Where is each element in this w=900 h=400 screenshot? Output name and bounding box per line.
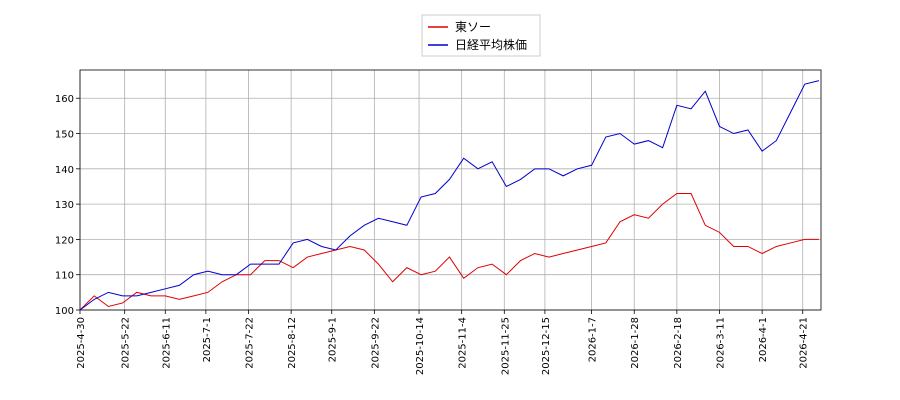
x-tick-label: 2026-4-21 [799,317,810,369]
y-tick-label: 110 [55,271,74,282]
series-line [79,80,820,311]
y-tick-label: 130 [55,200,74,211]
y-tick-label: 140 [55,165,74,176]
x-tick-label: 2026-1-28 [630,317,641,369]
y-tick-label: 100 [55,306,74,317]
x-tick-label: 2025-8-12 [287,317,298,369]
x-tick-label: 2025-5-22 [121,317,132,369]
y-tick-label: 150 [55,130,74,141]
series-line [79,193,819,311]
legend-label: 日経平均株価 [455,37,527,52]
y-tick-label: 120 [55,235,74,246]
x-tick-label: 2025-9-22 [370,317,381,369]
x-tick-label: 2025-12-15 [541,317,552,375]
x-tick-label: 2026-1-7 [588,317,599,362]
legend-box [421,14,541,57]
plot-frame [79,69,822,311]
y-tick-label: 160 [55,94,74,105]
x-tick-label: 2025-6-11 [161,317,172,369]
x-tick-label: 2025-9-1 [328,317,339,362]
x-tick-label: 2025-11-4 [458,317,469,369]
x-tick-label: 2025-4-30 [76,317,87,369]
x-tick-label: 2026-3-11 [715,317,726,369]
legend-label: 東ソー [455,20,491,34]
x-tick-label: 2025-11-25 [500,317,511,375]
x-tick-label: 2025-7-1 [202,317,213,362]
x-tick-label: 2025-10-14 [415,317,426,375]
x-tick-label: 2026-4-1 [758,317,769,362]
x-tick-label: 2025-7-22 [245,317,256,369]
x-tick-label: 2026-2-18 [673,317,684,369]
